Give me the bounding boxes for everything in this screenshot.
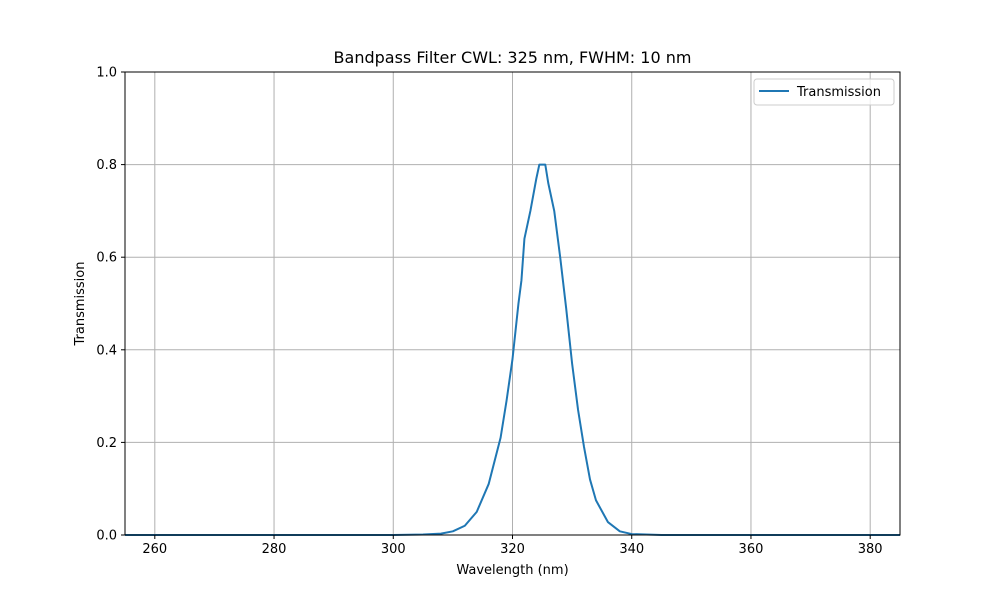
chart-title: Bandpass Filter CWL: 325 nm, FWHM: 10 nm — [334, 48, 692, 67]
y-tick-label: 0.6 — [96, 251, 117, 266]
x-tick-label: 300 — [381, 542, 406, 557]
x-tick-label: 280 — [262, 542, 287, 557]
legend-box — [753, 78, 895, 106]
x-tick-label: 320 — [500, 542, 525, 557]
y-tick-label: 1.0 — [96, 66, 117, 81]
x-axis-title: Wavelength (nm) — [456, 563, 568, 578]
y-tick-label: 0.4 — [96, 343, 117, 358]
x-tick-label: 360 — [739, 542, 764, 557]
series-layer — [125, 163, 900, 536]
x-tick-label: 260 — [142, 542, 167, 557]
x-tick-label: 380 — [858, 542, 883, 557]
y-tick-label: 0.8 — [96, 158, 117, 173]
y-axis-title: Transmission — [73, 262, 88, 347]
ticks: 260 280 300 320 340 360 380 0.0 0.2 0.4 0.6 0.8 1.0 — [96, 66, 882, 558]
transmission-line — [125, 163, 900, 536]
y-tick-label: 0.0 — [96, 529, 117, 544]
x-tick-label: 340 — [619, 542, 644, 557]
legend: Transmission — [753, 78, 895, 106]
legend-label: Transmission — [796, 85, 881, 100]
y-tick-label: 0.2 — [96, 436, 117, 451]
